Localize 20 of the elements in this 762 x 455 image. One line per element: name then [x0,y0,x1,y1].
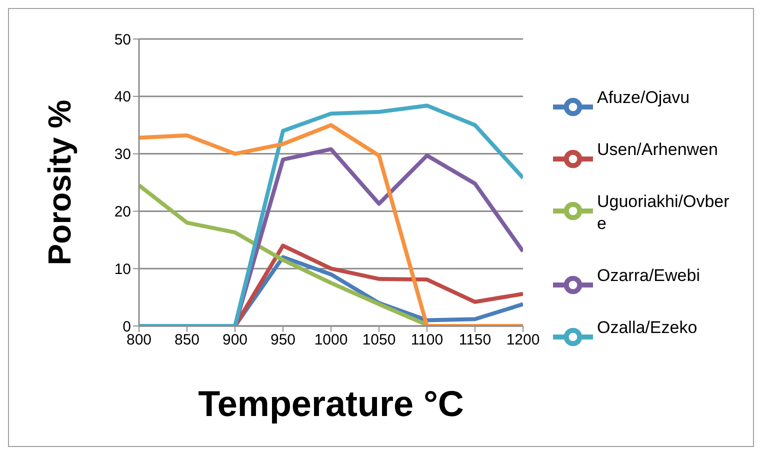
legend-label: Uguoriakhi/Ovbere [597,190,730,234]
y-tick-label: 30 [114,146,131,164]
x-tick-label: 950 [270,332,296,349]
x-tick-label: 1050 [362,332,396,349]
x-tick-label: 850 [174,332,200,349]
x-tick-label: 1100 [410,332,444,349]
y-axis-title: Porosity % [41,100,78,266]
y-tick-label: 10 [114,260,131,278]
x-tick-label: 1150 [458,332,492,349]
x-axis-title: Temperature °C [198,383,464,424]
y-tick-label: 20 [114,204,131,221]
legend-label: Ozarra/Ewebi [597,264,700,286]
y-tick-label: 40 [114,88,131,106]
x-tick-label: 900 [222,332,248,349]
legend-label: Usen/Arhenwen [597,138,718,160]
x-tick-label: 1000 [314,332,348,349]
legend-label: Ozalla/Ezeko [597,316,698,338]
y-tick-label: 50 [114,31,131,48]
legend-label: Afuze/Ojavu [597,86,690,108]
x-tick-label: 1200 [506,332,540,349]
